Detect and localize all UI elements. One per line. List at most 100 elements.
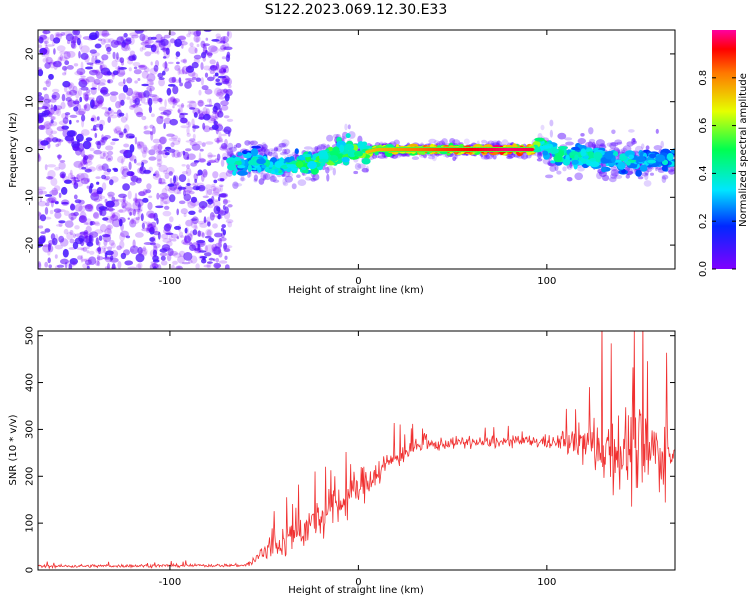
noise-blob: [76, 133, 84, 142]
noise-blob: [219, 185, 223, 193]
noise-blob: [161, 188, 168, 197]
noise-blob: [84, 204, 94, 212]
noise-blob: [108, 194, 113, 199]
signal-blob: [601, 166, 607, 173]
noise-blob: [83, 104, 88, 109]
noise-blob: [181, 43, 184, 49]
noise-blob: [139, 47, 144, 52]
noise-blob: [181, 103, 184, 109]
noise-blob: [166, 108, 173, 112]
noise-blob: [101, 106, 108, 110]
noise-blob: [136, 141, 141, 146]
noise-blob: [151, 145, 160, 151]
noise-blob: [128, 47, 131, 51]
halo-blob: [661, 174, 669, 180]
noise-blob: [169, 250, 178, 256]
noise-blob: [150, 221, 157, 228]
noise-blob: [105, 154, 113, 162]
noise-blob: [102, 217, 109, 221]
noise-blob: [91, 80, 98, 90]
noise-blob: [158, 115, 163, 119]
noise-blob: [187, 178, 190, 185]
noise-blob: [109, 179, 114, 186]
noise-blob: [80, 86, 89, 91]
noise-blob: [189, 244, 196, 251]
noise-blob: [85, 137, 93, 142]
noise-blob: [120, 200, 128, 204]
noise-blob: [129, 50, 135, 56]
noise-blob: [49, 210, 54, 215]
noise-blob: [200, 77, 204, 86]
noise-blob: [118, 93, 126, 101]
noise-blob: [58, 220, 66, 224]
noise-blob: [73, 176, 77, 185]
noise-blob: [86, 185, 90, 189]
noise-blob: [226, 31, 230, 37]
noise-blob: [106, 224, 113, 230]
noise-blob: [207, 51, 213, 58]
noise-blob: [128, 135, 135, 139]
signal-blob: [655, 154, 666, 162]
noise-blob: [99, 99, 103, 106]
noise-blob: [225, 219, 234, 224]
noise-blob: [216, 61, 219, 70]
noise-blob: [134, 192, 138, 202]
noise-blob: [217, 210, 227, 216]
noise-blob: [42, 87, 48, 91]
noise-blob: [107, 79, 111, 84]
noise-blob: [172, 98, 177, 104]
noise-blob: [99, 150, 109, 160]
signal-blob: [628, 154, 635, 160]
noise-blob: [66, 231, 74, 241]
noise-blob: [86, 250, 90, 254]
noise-blob: [160, 47, 170, 51]
noise-blob: [216, 206, 221, 212]
noise-blob: [147, 97, 151, 105]
noise-blob: [70, 202, 74, 210]
signal-blob: [236, 160, 242, 166]
noise-blob: [188, 46, 198, 54]
noise-blob: [208, 159, 216, 164]
noise-blob: [146, 85, 155, 92]
noise-blob: [194, 222, 198, 229]
noise-blob: [127, 217, 130, 220]
noise-blob: [227, 204, 233, 208]
noise-blob: [216, 88, 226, 96]
noise-blob: [187, 153, 196, 160]
noise-blob: [160, 196, 165, 202]
noise-blob: [189, 141, 198, 146]
noise-blob: [121, 168, 130, 178]
noise-blob: [50, 104, 54, 110]
signal-blob: [661, 165, 668, 172]
noise-blob: [164, 146, 172, 150]
noise-blob: [103, 38, 112, 43]
noise-blob: [220, 192, 229, 198]
noise-blob: [90, 128, 98, 131]
noise-blob: [38, 125, 44, 130]
noise-blob: [188, 210, 196, 215]
noise-blob: [204, 72, 209, 78]
noise-blob: [44, 107, 50, 112]
noise-blob: [104, 198, 108, 204]
noise-blob: [86, 241, 94, 247]
noise-blob: [94, 43, 102, 49]
noise-blob: [68, 263, 73, 269]
noise-blob: [44, 194, 53, 197]
noise-blob: [173, 175, 177, 184]
noise-blob: [215, 123, 223, 127]
noise-blob: [103, 247, 106, 254]
noise-blob: [39, 47, 48, 55]
halo-blob: [549, 129, 554, 138]
noise-blob: [45, 127, 53, 136]
noise-blob: [121, 158, 124, 165]
noise-blob: [111, 266, 117, 269]
noise-blob: [212, 223, 218, 229]
noise-blob: [203, 171, 208, 176]
noise-blob: [143, 144, 148, 153]
noise-blob: [62, 72, 67, 76]
noise-blob: [70, 216, 74, 222]
noise-blob: [189, 107, 196, 110]
noise-blob: [207, 188, 213, 196]
halo-blob: [562, 166, 567, 172]
noise-blob: [164, 99, 167, 108]
